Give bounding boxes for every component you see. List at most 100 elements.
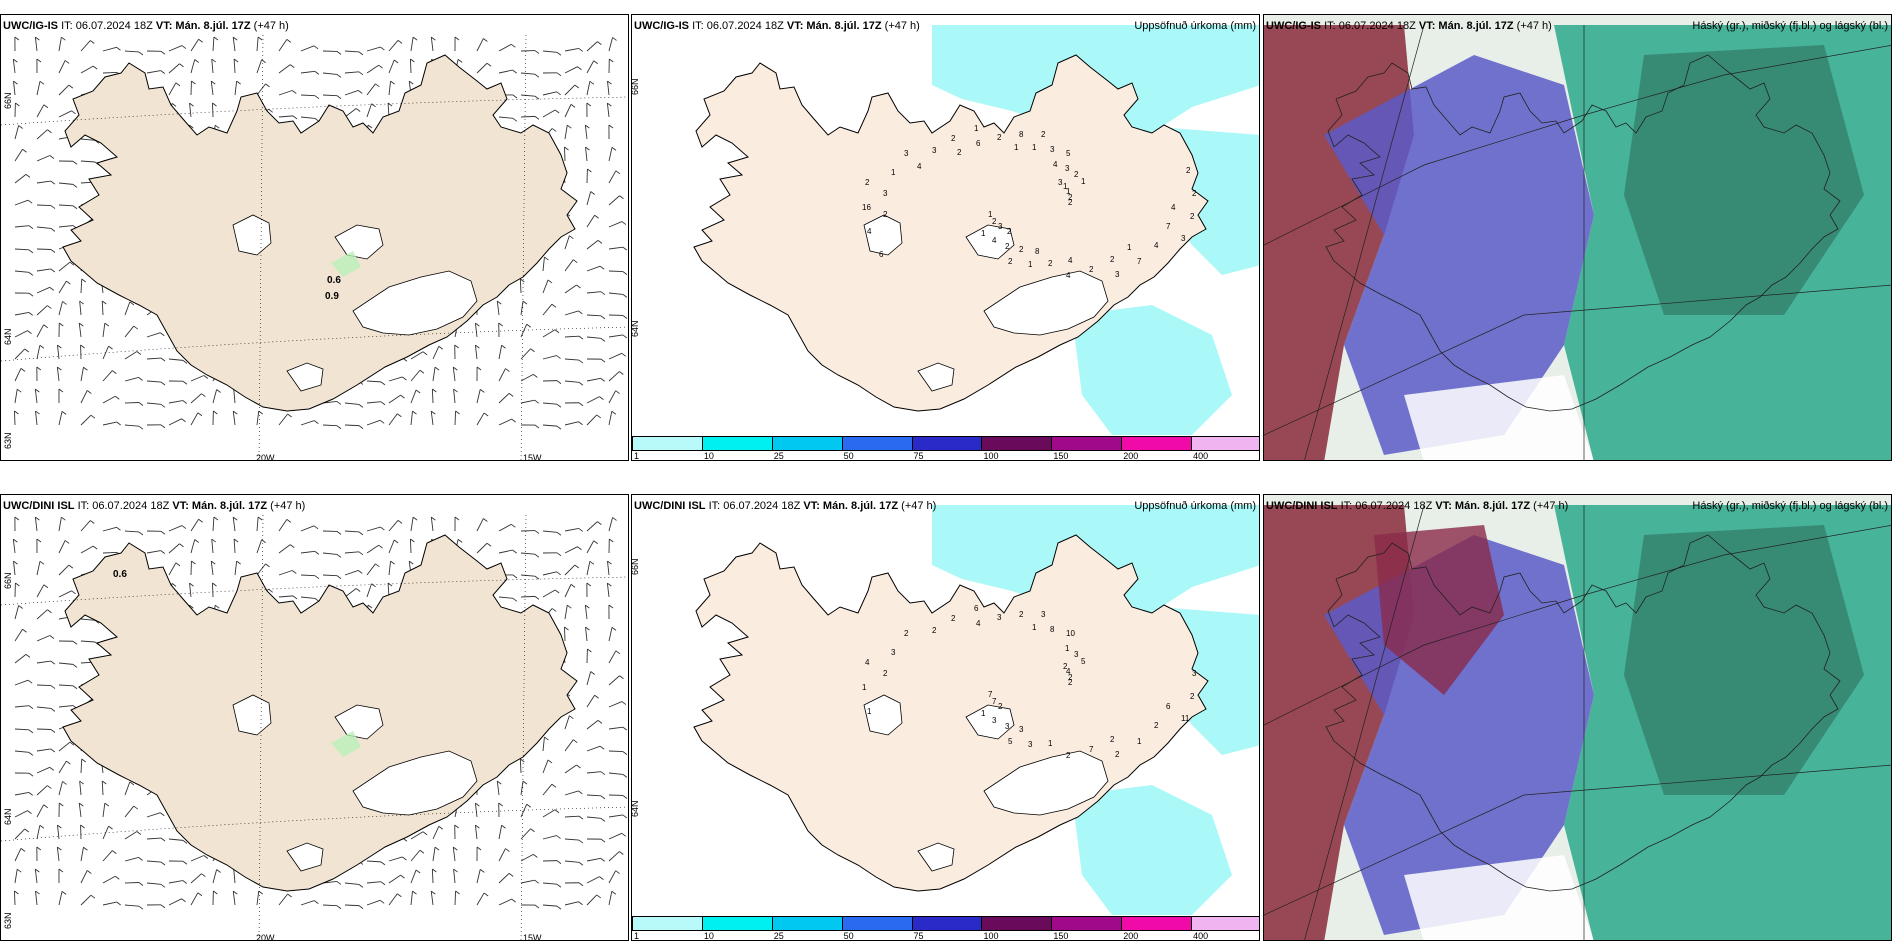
precip-value: 1 (1081, 177, 1086, 186)
precip-value: 1 (1028, 260, 1033, 269)
colorbar-swatch (911, 436, 983, 451)
panel-title: Uppsöfnuð úrkoma (mm) (1134, 20, 1256, 32)
precip-value: 3 (1028, 740, 1033, 749)
precip-value: 4 (1053, 160, 1058, 169)
precip-value: 3 (1041, 610, 1046, 619)
precip-value: 2 (1019, 610, 1024, 619)
precip-value: 4 (1068, 256, 1073, 265)
precip-value: 7 (992, 697, 997, 706)
colorbar-tick-label: 400 (1193, 931, 1209, 941)
lon-label-15w: 15W (523, 933, 542, 941)
colorbar-tick-label: 200 (1123, 931, 1139, 941)
cloud-panel-row2: UWC/DINI ISL IT: 06.07.2024 18Z VT: Mán.… (1263, 494, 1892, 941)
colorbar-swatch (841, 916, 913, 931)
wind-map (1, 514, 628, 940)
precip-value: 8 (1019, 130, 1024, 139)
precip-value: 7 (1166, 222, 1171, 231)
precip-value: 2 (951, 614, 956, 623)
lat-label-66n: 66N (3, 572, 13, 589)
precip-value: 3 (1074, 650, 1079, 659)
colorbar-tick-label: 100 (983, 931, 999, 941)
precip-value: 5 (1066, 149, 1071, 158)
panel-header: UWC/DINI ISL IT: 06.07.2024 18Z VT: Mán.… (1266, 500, 1569, 512)
precip-value: 3 (1181, 234, 1186, 243)
colorbar-tick-label: 25 (773, 931, 784, 941)
colorbar-swatch (1051, 436, 1123, 451)
precip-value: 2 (932, 626, 937, 635)
lat-label-64n: 64N (631, 800, 640, 817)
precip-value: 2 (1019, 245, 1024, 254)
precip-value: 1 (988, 210, 993, 219)
precip-value: 2 (1068, 193, 1073, 202)
colorbar-swatch (981, 916, 1053, 931)
precip-value: 4 (867, 227, 872, 236)
colorbar-tick-label: 50 (843, 451, 854, 461)
precip-value: 3 (904, 149, 909, 158)
precip-value: 3 (1005, 722, 1010, 731)
colorbar-tick-label: 100 (983, 451, 999, 461)
precip-value: 2 (951, 134, 956, 143)
precip-value: 3 (932, 146, 937, 155)
precip-value: 2 (1192, 189, 1197, 198)
precip-value: 3 (1050, 145, 1055, 154)
precip-value: 2 (883, 669, 888, 678)
precip-value: 2 (1186, 166, 1191, 175)
panel-header: UWC/DINI ISL IT: 06.07.2024 18Z VT: Mán.… (634, 500, 937, 512)
precip-value: 3 (997, 613, 1002, 622)
lat-label-64n: 64N (3, 808, 13, 825)
colorbar-swatch (1051, 916, 1123, 931)
cloud-panel-row1: UWC/IG-IS IT: 06.07.2024 18Z VT: Mán. 8.… (1263, 14, 1892, 461)
wind-value: 0.6 (113, 569, 127, 580)
panel-header: UWC/DINI ISL IT: 06.07.2024 18Z VT: Mán.… (3, 500, 306, 512)
precip-value: 1 (1065, 644, 1070, 653)
precip-value: 1 (1137, 737, 1142, 746)
precip-value: 1 (1032, 623, 1037, 632)
precip-value: 2 (998, 702, 1003, 711)
panel-header: UWC/IG-IS IT: 06.07.2024 18Z VT: Mán. 8.… (1266, 20, 1552, 32)
wind-value: 0.9 (325, 291, 339, 302)
lat-label-66n: 66N (631, 558, 640, 575)
precip-value: 2 (1005, 242, 1010, 251)
precip-value: 2 (1008, 257, 1013, 266)
precip-value: 2 (865, 178, 870, 187)
lon-label-15w: 15W (523, 453, 542, 461)
cloud-map (1264, 495, 1891, 940)
precip-value: 3 (883, 189, 888, 198)
precip-value: 4 (1066, 271, 1071, 280)
panel-title: Háský (gr.), miðský (fj.bl.) og lágský (… (1692, 20, 1888, 32)
colorbar-swatch (632, 916, 703, 931)
cloud-map (1264, 15, 1891, 460)
precip-value: 3 (1058, 178, 1063, 187)
precip-value: 4 (917, 162, 922, 171)
precip-value: 10 (1066, 629, 1075, 638)
colorbar-swatch (1191, 916, 1259, 931)
panel-title: Uppsöfnuð úrkoma (mm) (1134, 500, 1256, 512)
precip-value: 2 (1190, 212, 1195, 221)
precip-value: 3 (891, 648, 896, 657)
precip-value: 8 (1035, 247, 1040, 256)
precip-value: 1 (1127, 243, 1132, 252)
lon-label-20w: 20W (256, 453, 275, 461)
colorbar-tick-label: 1 (634, 931, 640, 941)
colorbar-tick-label: 10 (703, 931, 714, 941)
colorbar-swatch (981, 436, 1053, 451)
colorbar-swatch (632, 436, 703, 451)
precip-value: 1 (1032, 143, 1037, 152)
precip-value: 7 (1089, 745, 1094, 754)
precip-value: 3 (1065, 164, 1070, 173)
colorbar-tick-label: 10 (703, 451, 714, 461)
colorbar-swatch (701, 916, 773, 931)
precip-value: 3 (1192, 669, 1197, 678)
precip-value: 6 (1166, 702, 1171, 711)
lon-label-20w: 20W (256, 933, 275, 941)
wind-panel-row1: UWC/IG-IS IT: 06.07.2024 18Z VT: Mán. 8.… (0, 14, 629, 461)
colorbar-tick-label: 1 (634, 451, 640, 461)
precip-value: 2 (997, 133, 1002, 142)
colorbar-swatch (771, 916, 843, 931)
wind-panel-row2: UWC/DINI ISL IT: 06.07.2024 18Z VT: Mán.… (0, 494, 629, 941)
colorbar: 1 10 25 50 75 100 150 200 400 (632, 916, 1259, 941)
precip-panel-row1: UWC/IG-IS IT: 06.07.2024 18Z VT: Mán. 8.… (631, 14, 1260, 461)
precip-value: 2 (1115, 750, 1120, 759)
precip-value: 1 (981, 709, 986, 718)
